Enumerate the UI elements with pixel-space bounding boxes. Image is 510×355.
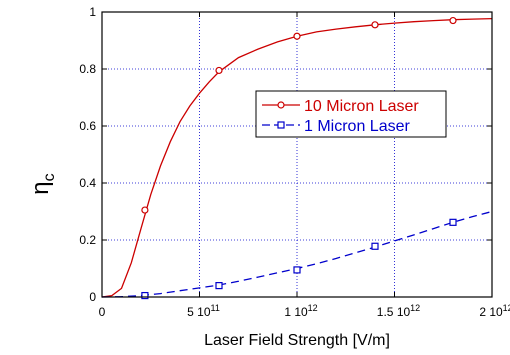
legend-box (255, 90, 447, 138)
y-tick-label: 1 (89, 5, 96, 19)
legend-marker-10-micron (277, 101, 285, 109)
x-tick-mantissa: 0 (99, 305, 106, 319)
y-axis-label-sub: c (41, 173, 58, 181)
x-tick-exponent: 12 (308, 303, 318, 313)
series-0-point (449, 16, 457, 25)
x-tick-label: 5 1011 (187, 303, 220, 319)
series-0-point (215, 66, 223, 75)
y-tick-label: 0.8 (79, 62, 96, 76)
series-0-point (293, 32, 301, 40)
x-tick-exponent: 12 (410, 303, 420, 313)
tick-labels: 00.20.40.60.810 5 1011 1 1012 1.5 1012 2 101… (79, 5, 510, 319)
x-tick-mantissa: 1 10 (284, 305, 308, 319)
legend-marker-1-micron (277, 121, 285, 129)
series-1-point (371, 242, 379, 250)
series-1-point (215, 282, 223, 290)
series-line-0 (101, 17, 493, 298)
x-tick-label: 1.5 1012 (377, 303, 420, 319)
legend: 10 Micron Laser 1 Micron Laser (255, 90, 447, 138)
legend-label-10-micron: 10 Micron Laser (304, 98, 419, 115)
y-tick-label: 0.4 (79, 176, 96, 190)
x-axis-label: Laser Field Strength [V/m] (204, 332, 390, 349)
x-tick-exponent: 11 (211, 303, 220, 313)
series-0-point (141, 206, 149, 214)
y-tick-label: 0 (89, 290, 96, 304)
y-tick-label: 0.6 (79, 119, 96, 133)
series-layer (101, 16, 493, 300)
x-tick-mantissa: 2 10 (479, 305, 503, 319)
series-1-point (449, 218, 457, 226)
axis-ticks (101, 11, 493, 298)
y-axis-label-main: η (27, 181, 54, 194)
x-tick-label: 2 1012 (479, 303, 510, 319)
y-tick-label: 0.2 (79, 233, 96, 247)
x-tick-mantissa: 5 10 (187, 305, 211, 319)
legend-label-1-micron: 1 Micron Laser (304, 118, 410, 135)
series-1-point (141, 291, 149, 300)
x-tick-mantissa: 1.5 10 (377, 305, 411, 319)
x-tick-label: 1 1012 (284, 303, 317, 319)
y-axis-label: ηc (27, 173, 58, 194)
series-0-point (371, 21, 379, 29)
series-1-point (293, 266, 301, 274)
x-tick-exponent: 12 (503, 303, 510, 313)
x-tick-label: 0 (99, 305, 106, 319)
